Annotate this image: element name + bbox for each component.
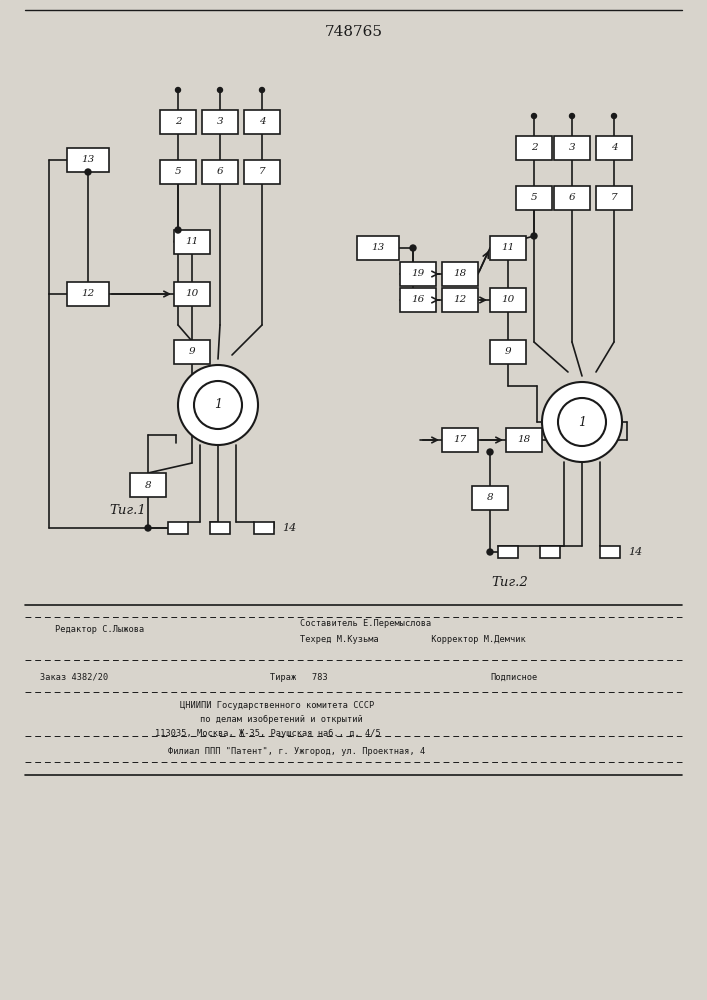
Text: 5: 5 <box>175 167 181 176</box>
Bar <box>160 110 196 134</box>
Bar <box>174 230 210 254</box>
Circle shape <box>194 381 242 429</box>
Bar <box>516 186 552 210</box>
Text: 13: 13 <box>81 155 95 164</box>
Text: 6: 6 <box>568 194 575 202</box>
Circle shape <box>487 449 493 455</box>
Bar <box>600 546 620 558</box>
Circle shape <box>558 398 606 446</box>
Bar <box>442 288 478 312</box>
Text: 1: 1 <box>214 398 222 412</box>
Text: 113035, Москва, Ж-35, Раушская наб., д. 4/5: 113035, Москва, Ж-35, Раушская наб., д. … <box>155 728 381 738</box>
Text: 1: 1 <box>578 416 586 428</box>
Text: 11: 11 <box>501 243 515 252</box>
Text: 12: 12 <box>81 290 95 298</box>
Bar <box>67 282 109 306</box>
Text: 18: 18 <box>453 269 467 278</box>
Bar <box>160 160 196 184</box>
Text: Тираж   783: Тираж 783 <box>270 672 328 682</box>
Text: 4: 4 <box>611 143 617 152</box>
Text: 748765: 748765 <box>325 25 383 39</box>
Bar <box>442 428 478 452</box>
Text: 7: 7 <box>611 194 617 202</box>
Circle shape <box>175 88 180 93</box>
Text: 2: 2 <box>531 143 537 152</box>
Text: 2: 2 <box>175 117 181 126</box>
Circle shape <box>570 113 575 118</box>
Circle shape <box>145 525 151 531</box>
Text: 3: 3 <box>216 117 223 126</box>
Text: Филиал ППП "Патент", г. Ужгород, ул. Проектная, 4: Филиал ППП "Патент", г. Ужгород, ул. Про… <box>168 746 425 756</box>
Circle shape <box>175 227 181 233</box>
Bar <box>168 522 188 534</box>
Text: 14: 14 <box>628 547 642 557</box>
Bar <box>596 186 632 210</box>
Text: 12: 12 <box>453 296 467 304</box>
Text: Техред М.Кузьма          Корректор М.Демчик: Техред М.Кузьма Корректор М.Демчик <box>300 636 526 645</box>
Circle shape <box>531 233 537 239</box>
Bar <box>490 288 526 312</box>
Bar <box>244 110 280 134</box>
Bar <box>506 428 542 452</box>
Bar <box>554 136 590 160</box>
Bar <box>596 136 632 160</box>
Circle shape <box>542 382 622 462</box>
Circle shape <box>612 113 617 118</box>
Bar <box>554 186 590 210</box>
Bar <box>498 546 518 558</box>
Text: 14: 14 <box>282 523 296 533</box>
Bar <box>202 160 238 184</box>
Bar <box>174 340 210 364</box>
Text: 3: 3 <box>568 143 575 152</box>
Text: 9: 9 <box>505 348 511 357</box>
Bar <box>400 288 436 312</box>
Text: 18: 18 <box>518 436 531 444</box>
Text: 5: 5 <box>531 194 537 202</box>
Bar <box>400 262 436 286</box>
Text: Заказ 4382/20: Заказ 4382/20 <box>40 672 108 682</box>
Circle shape <box>178 365 258 445</box>
Circle shape <box>532 113 537 118</box>
Bar <box>130 473 166 497</box>
Bar <box>202 110 238 134</box>
Circle shape <box>85 169 91 175</box>
Bar <box>254 522 274 534</box>
Text: 8: 8 <box>145 481 151 489</box>
Bar <box>516 136 552 160</box>
Circle shape <box>410 245 416 251</box>
Bar <box>357 236 399 260</box>
Bar <box>244 160 280 184</box>
Text: Τиг.2: Τиг.2 <box>491 576 528 588</box>
Text: 6: 6 <box>216 167 223 176</box>
Text: 10: 10 <box>501 296 515 304</box>
Bar <box>490 236 526 260</box>
Text: 17: 17 <box>453 436 467 444</box>
Text: Составитель Е.Перемыслова: Составитель Е.Перемыслова <box>300 618 431 628</box>
Text: Подписное: Подписное <box>490 672 537 682</box>
Text: 16: 16 <box>411 296 425 304</box>
Text: ЦНИИПИ Государственного комитета СССР: ЦНИИПИ Государственного комитета СССР <box>180 700 374 710</box>
Text: 7: 7 <box>259 167 265 176</box>
Text: по делам изобретений и открытий: по делам изобретений и открытий <box>200 714 363 724</box>
Text: 4: 4 <box>259 117 265 126</box>
Text: 9: 9 <box>189 348 195 357</box>
Bar <box>210 522 230 534</box>
Circle shape <box>259 88 264 93</box>
Text: 19: 19 <box>411 269 425 278</box>
Text: 10: 10 <box>185 290 199 298</box>
Bar <box>174 282 210 306</box>
Text: Редактор С.Лыжова: Редактор С.Лыжова <box>55 626 144 635</box>
Text: 8: 8 <box>486 493 493 502</box>
Text: 13: 13 <box>371 243 385 252</box>
Text: 11: 11 <box>185 237 199 246</box>
Text: Τиг.1: Τиг.1 <box>110 504 146 516</box>
Bar <box>67 148 109 172</box>
Circle shape <box>487 549 493 555</box>
Bar <box>442 262 478 286</box>
Bar <box>472 486 508 510</box>
Bar <box>490 340 526 364</box>
Circle shape <box>218 88 223 93</box>
Bar <box>540 546 560 558</box>
